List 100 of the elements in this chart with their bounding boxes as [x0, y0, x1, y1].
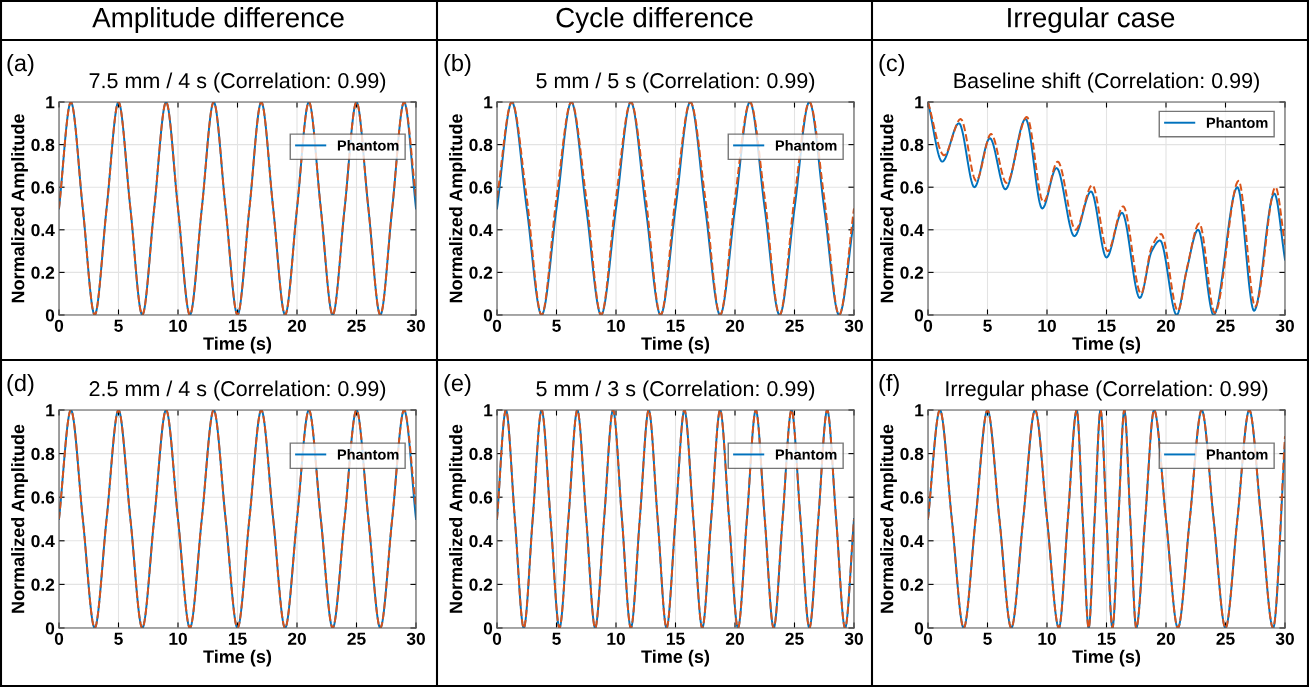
y-tick-label: 0.6 [469, 491, 493, 504]
x-axis-title: Time (s) [1072, 336, 1141, 354]
y-tick-label: 0.8 [900, 138, 924, 152]
x-tick-label: 5 [983, 632, 992, 645]
x-axis-title: Time (s) [641, 649, 710, 667]
x-tick-label: 30 [406, 632, 425, 645]
y-tick-label: 1 [46, 404, 55, 417]
y-tick-label: 0.8 [900, 447, 924, 461]
x-tick-label: 25 [347, 632, 366, 645]
x-tick-label: 20 [1156, 319, 1175, 332]
x-tick-label: 5 [114, 319, 123, 332]
chart-title: Irregular phase (Correlation: 0.99) [946, 380, 1268, 401]
x-tick-label: 0 [923, 319, 933, 332]
y-tick-label: 0.2 [469, 266, 493, 279]
y-tick-label: 0.6 [469, 181, 493, 194]
chart-title: 5 mm / 5 s (Correlation: 0.99) [536, 72, 815, 93]
chart-title: 2.5 mm / 4 s (Correlation: 0.99) [89, 380, 386, 401]
x-tick-label: 30 [406, 319, 425, 332]
x-axis-title: Time (s) [203, 649, 272, 667]
y-tick-label: 0.4 [900, 534, 924, 548]
y-tick-label: 0 [45, 309, 55, 322]
y-tick-label: 0 [914, 309, 924, 322]
y-axis-title: Normalized Amplitude [11, 424, 28, 613]
x-tick-label: 30 [1275, 632, 1294, 645]
legend-label: Phantom [1206, 117, 1268, 128]
x-tick-label: 10 [607, 319, 625, 332]
x-tick-label: 20 [287, 632, 306, 645]
legend-label: Phantom [775, 139, 837, 151]
y-tick-label: 1 [46, 96, 55, 109]
x-tick-label: 15 [1097, 319, 1116, 332]
x-tick-label: 15 [1097, 632, 1116, 645]
x-axis-title: Time (s) [641, 336, 710, 354]
chart-title: 7.5 mm / 4 s (Correlation: 0.99) [89, 72, 386, 93]
y-tick-label: 0.4 [469, 534, 493, 548]
x-tick-label: 25 [1216, 319, 1235, 332]
y-tick-label: 0.4 [31, 534, 55, 548]
x-tick-label: 10 [1038, 319, 1056, 332]
x-tick-label: 10 [169, 319, 187, 332]
y-tick-label: 0.2 [900, 578, 924, 591]
legend-label: Phantom [337, 448, 399, 460]
x-tick-label: 25 [785, 319, 804, 332]
y-tick-label: 1 [915, 404, 924, 417]
x-tick-label: 20 [1156, 632, 1175, 645]
y-tick-label: 1 [484, 96, 493, 109]
text: (b) [444, 54, 471, 76]
y-tick-label: 0.2 [900, 266, 924, 279]
y-tick-label: 1 [915, 96, 924, 109]
y-tick-label: 0 [914, 622, 924, 635]
x-tick-label: 5 [983, 319, 992, 332]
x-tick-label: 15 [228, 632, 247, 645]
y-tick-label: 0 [45, 622, 55, 635]
x-tick-label: 0 [923, 632, 933, 645]
x-tick-label: 25 [347, 319, 366, 332]
x-tick-label: 10 [169, 632, 187, 645]
y-tick-label: 0.2 [31, 266, 55, 279]
y-axis-title: Normalized Amplitude [449, 114, 466, 303]
y-tick-label: 0.6 [31, 491, 55, 504]
y-axis-title: Normalized Amplitude [880, 114, 897, 303]
x-tick-label: 5 [552, 319, 561, 332]
x-axis-title: Time (s) [203, 336, 272, 354]
text: Amplitude difference [92, 7, 344, 33]
text: (f) [879, 373, 899, 396]
text: (c) [879, 54, 905, 76]
y-tick-label: 0.8 [469, 447, 493, 461]
x-tick-label: 20 [725, 632, 744, 645]
text: Cycle difference [556, 7, 753, 33]
x-axis-title: Time (s) [1072, 649, 1141, 667]
chart-title: 5 mm / 3 s (Correlation: 0.99) [536, 380, 815, 401]
y-tick-label: 0.4 [31, 223, 55, 237]
y-tick-label: 0.8 [31, 447, 55, 461]
legend-label: Phantom [1206, 448, 1268, 460]
x-tick-label: 30 [844, 632, 863, 645]
x-tick-label: 0 [492, 632, 502, 645]
y-tick-label: 0.8 [469, 138, 493, 152]
x-tick-label: 30 [1275, 319, 1294, 332]
y-tick-label: 0.6 [900, 491, 924, 504]
x-tick-label: 20 [725, 319, 744, 332]
legend-label: Phantom [775, 448, 837, 460]
y-tick-label: 0 [483, 622, 493, 635]
x-tick-label: 0 [54, 319, 64, 332]
y-axis-title: Normalized Amplitude [11, 114, 28, 303]
y-tick-label: 0.4 [900, 223, 924, 237]
y-tick-label: 0.6 [900, 181, 924, 194]
y-tick-label: 1 [484, 404, 493, 417]
x-tick-label: 0 [492, 319, 502, 332]
x-tick-label: 0 [54, 632, 64, 645]
x-tick-label: 10 [1038, 632, 1056, 645]
text: (e) [444, 373, 471, 396]
y-tick-label: 0.6 [31, 181, 55, 194]
x-tick-label: 15 [228, 319, 247, 332]
chart-title: Baseline shift (Correlation: 0.99) [954, 72, 1259, 93]
x-tick-label: 30 [844, 319, 863, 332]
legend-label: Phantom [337, 139, 399, 151]
y-tick-label: 0.8 [31, 138, 55, 152]
x-tick-label: 20 [287, 319, 306, 332]
x-tick-label: 15 [666, 632, 685, 645]
y-axis-title: Normalized Amplitude [880, 424, 897, 613]
x-tick-label: 5 [114, 632, 123, 645]
text: Irregular case [1008, 7, 1175, 33]
text: (d) [7, 373, 34, 396]
